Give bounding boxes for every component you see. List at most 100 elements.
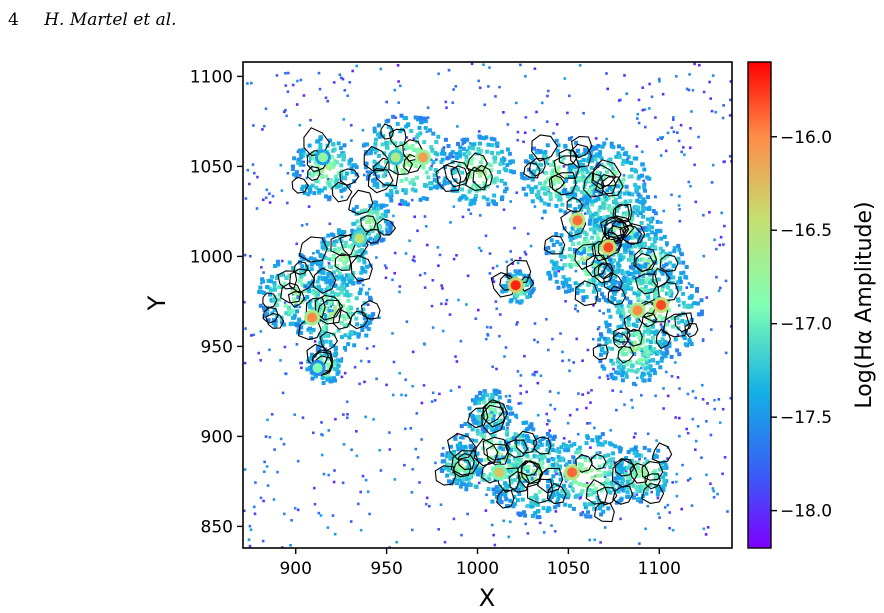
noise-pixel (598, 451, 602, 454)
emission-pixel (508, 498, 513, 503)
emission-pixel (536, 509, 541, 513)
emission-pixel (314, 285, 319, 290)
emission-pixel (642, 445, 647, 450)
emission-pixel (469, 198, 474, 203)
emission-pixel (293, 268, 298, 273)
emission-pixel (577, 449, 582, 454)
emission-pixel (559, 493, 564, 498)
noise-pixel (689, 127, 692, 130)
noise-pixel (560, 258, 563, 262)
noise-pixel (536, 381, 540, 385)
emission-pixel (299, 155, 304, 160)
emission-pixel (463, 470, 468, 475)
emission-pixel (577, 153, 582, 158)
region-contour (590, 453, 607, 470)
emission-pixel (589, 246, 594, 251)
emission-pixel (460, 187, 464, 192)
emission-pixel (536, 166, 541, 171)
emission-pixel (323, 361, 328, 366)
noise-pixel (516, 370, 520, 373)
emission-pixel (416, 147, 421, 152)
emission-pixel (273, 323, 278, 328)
emission-pixel (682, 304, 687, 309)
emission-pixel (626, 323, 631, 327)
emission-pixel (505, 432, 510, 437)
emission-pixel (650, 253, 655, 258)
noise-pixel (513, 226, 516, 230)
emission-pixel (648, 307, 653, 312)
emission-pixel (410, 146, 415, 151)
emission-pixel (493, 389, 498, 394)
noise-pixel (411, 468, 414, 471)
emission-pixel (503, 485, 508, 490)
emission-pixel (341, 157, 346, 162)
noise-pixel (250, 334, 253, 337)
emission-pixel (535, 454, 540, 459)
emission-pixel (611, 184, 616, 189)
noise-pixel (659, 323, 663, 326)
emission-pixel (286, 312, 291, 317)
noise-pixel (603, 465, 606, 469)
noise-pixel (711, 487, 715, 490)
emission-pixel (556, 165, 561, 170)
emission-pixel (482, 434, 487, 439)
emission-pixel (423, 119, 428, 124)
emission-pixel (603, 481, 608, 485)
noise-pixel (327, 429, 331, 432)
noise-pixel (715, 275, 718, 279)
emission-pixel (529, 279, 534, 284)
emission-pixel (363, 165, 368, 170)
emission-pixel (634, 186, 639, 191)
emission-pixel (639, 453, 644, 458)
emission-pixel (554, 190, 559, 195)
noise-pixel (488, 252, 492, 255)
emission-pixel (572, 442, 577, 447)
emission-pixel (563, 262, 568, 267)
emission-pixel (593, 188, 598, 193)
emission-pixel (330, 279, 335, 284)
emission-pixel (611, 227, 616, 232)
noise-pixel (636, 376, 639, 380)
emission-pixel (456, 470, 461, 475)
emission-pixel (598, 455, 603, 460)
emission-pixel (341, 303, 345, 308)
emission-pixel (566, 444, 571, 449)
emission-pixel (328, 282, 333, 287)
emission-pixel (298, 162, 303, 167)
noise-pixel (505, 260, 508, 264)
emission-pixel (609, 462, 614, 467)
emission-pixel (498, 445, 503, 450)
emission-pixel (277, 285, 282, 290)
emission-pixel (567, 136, 572, 141)
noise-pixel (564, 480, 568, 483)
noise-pixel (674, 416, 677, 419)
emission-pixel (680, 319, 685, 323)
emission-pixel (653, 484, 658, 489)
noise-pixel (308, 160, 311, 163)
noise-pixel (248, 544, 252, 548)
emission-pixel (646, 223, 651, 228)
region-contour (657, 281, 679, 302)
noise-pixel (531, 373, 534, 376)
emission-pixel (533, 494, 538, 499)
emission-pixel (443, 137, 448, 142)
emission-pixel (637, 174, 642, 179)
emission-pixel (584, 467, 589, 472)
emission-pixel (604, 257, 608, 262)
emission-pixel (672, 246, 677, 250)
emission-pixel (499, 500, 504, 505)
emission-pixel (580, 489, 585, 494)
emission-pixel (529, 282, 534, 287)
emission-pixel (591, 277, 596, 282)
emission-pixel (302, 297, 307, 302)
emission-pixel (601, 295, 606, 300)
emission-pixel (585, 435, 590, 440)
noise-pixel (455, 360, 459, 363)
emission-pixel (563, 487, 568, 492)
noise-pixel (728, 155, 732, 158)
emission-pixel (581, 203, 586, 208)
emission-pixel (627, 348, 632, 353)
noise-pixel (686, 431, 690, 435)
region-contour (597, 262, 614, 280)
emission-pixel (475, 451, 480, 456)
